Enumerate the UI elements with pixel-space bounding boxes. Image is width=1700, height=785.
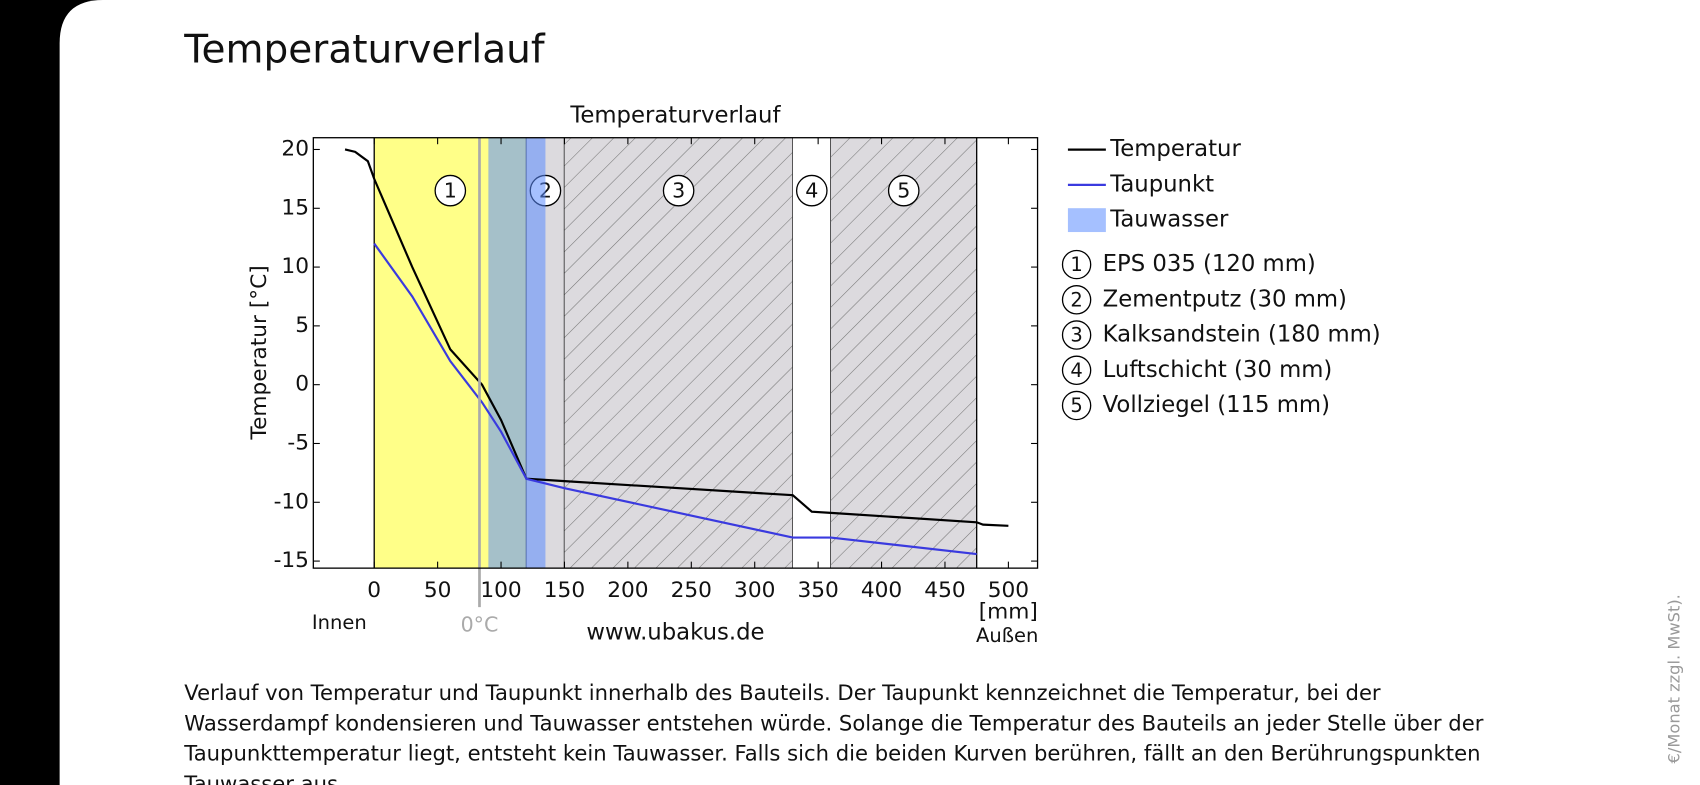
layer-number: 3 (672, 179, 685, 203)
legend-number: 4 (1070, 359, 1082, 382)
description-line: Taupunkttemperatur liegt, entsteht kein … (183, 741, 1480, 766)
outside-label: Außen (976, 624, 1038, 647)
legend-number: 1 (1070, 253, 1082, 276)
layer-hatch (830, 137, 977, 569)
chart-title: Temperaturverlauf (569, 103, 781, 129)
tauwasser-band (488, 137, 546, 569)
y-axis-label: Temperatur [°C] (247, 265, 272, 440)
series-line (373, 242, 977, 556)
legend-label: Luftschicht (30 mm) (1103, 357, 1333, 383)
legend-marker (1061, 390, 1092, 421)
x-tick-label: 50 (424, 578, 452, 603)
layer-marker (887, 174, 920, 207)
x-tick-label: 0 (367, 578, 381, 603)
legend-number: 5 (1070, 394, 1082, 417)
y-tick-label: -5 (287, 430, 309, 455)
zero-label: 0°C (461, 613, 499, 637)
heading: Temperaturverlauf (183, 28, 546, 73)
legend-label: Taupunkt (1109, 171, 1214, 197)
y-tick-label: 5 (295, 313, 309, 338)
y-tick-label: -15 (274, 548, 309, 573)
x-tick-label: 250 (671, 578, 712, 603)
legend-label: Temperatur (1109, 136, 1241, 162)
y-tick-label: 15 (281, 195, 309, 220)
side-text: €/Monat zzgl. MwSt). (1665, 594, 1684, 763)
chart: Temperaturverlauf Temperatur [°C] Innen … (247, 103, 1380, 647)
legend-marker (1061, 249, 1092, 280)
description-line: Wasserdampf kondensieren und Tauwasser e… (184, 710, 1483, 735)
layer-number: 1 (444, 179, 457, 203)
layer-marker (434, 174, 467, 207)
x-unit: [mm] (979, 600, 1038, 625)
description-line: Tauwasser aus. (183, 771, 344, 785)
legend-number: 3 (1070, 324, 1082, 347)
series-line (344, 148, 1009, 527)
source-label: www.ubakus.de (586, 620, 764, 646)
plot-frame (312, 137, 1039, 569)
legend-marker (1061, 285, 1092, 315)
layer (792, 137, 831, 569)
legend-marker (1061, 355, 1092, 386)
x-tick-label: 100 (480, 578, 521, 603)
x-tick-label: 400 (861, 578, 902, 603)
x-tick-label: 450 (924, 578, 965, 603)
legend-number: 2 (1070, 288, 1082, 311)
x-tick-label: 300 (734, 578, 775, 603)
y-tick-label: 20 (281, 136, 309, 161)
legend-marker (1061, 320, 1092, 350)
layer-number: 4 (805, 179, 818, 203)
layer-marker (662, 174, 695, 207)
layer-number: 5 (897, 179, 910, 203)
y-tick-label: 10 (281, 254, 309, 279)
x-tick-label: 150 (544, 578, 585, 603)
layer-marker (795, 174, 828, 207)
legend-label: Tauwasser (1109, 207, 1229, 233)
legend-swatch (1067, 208, 1106, 233)
y-tick-label: -10 (274, 489, 309, 514)
x-tick-label: 200 (607, 578, 648, 603)
legend-label: EPS 035 (120 mm) (1103, 251, 1316, 277)
x-tick-label: 350 (797, 578, 838, 603)
legend-label: Kalksandstein (180 mm) (1103, 322, 1381, 348)
legend-label: Zementputz (30 mm) (1103, 286, 1347, 312)
y-tick-label: 0 (295, 372, 309, 397)
description: Verlauf von Temperatur und Taupunkt inne… (183, 680, 1483, 785)
inside-label: Innen (312, 611, 367, 634)
description-line: Verlauf von Temperatur und Taupunkt inne… (184, 680, 1381, 705)
legend-label: Vollziegel (115 mm) (1103, 392, 1330, 418)
x-tick-label: 500 (988, 578, 1029, 603)
